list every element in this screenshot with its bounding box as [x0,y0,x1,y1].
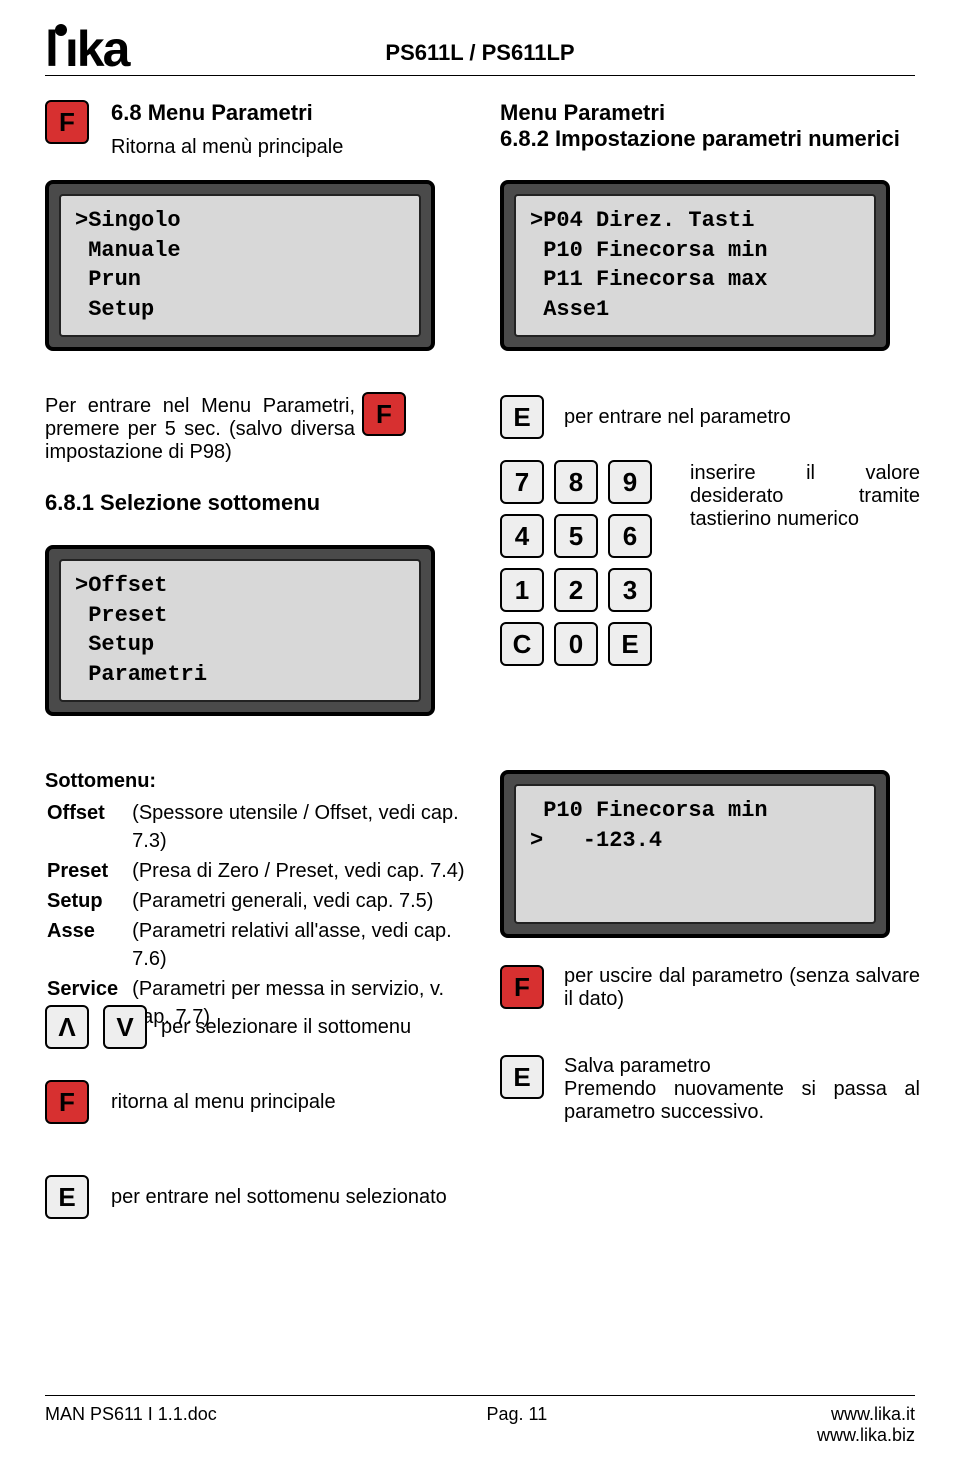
page-title: PS611L / PS611LP [0,40,960,66]
header-rule [45,75,915,76]
down-arrow-button[interactable]: V [103,1005,147,1049]
lcd-text-3: >P04 Direz. Tasti P10 Finecorsa min P11 … [514,194,876,337]
section-heading-682: 6.8.2 Impostazione parametri numerici [500,126,920,152]
menu-parametri-heading: Menu Parametri [500,100,920,126]
footer-left: MAN PS611 I 1.1.doc [45,1404,217,1446]
key-8[interactable]: 8 [554,460,598,504]
lcd-display-3: >P04 Direz. Tasti P10 Finecorsa min P11 … [500,180,890,351]
e-save-text-1: Salva parametro [564,1055,920,1078]
sottomenu-table: Offset(Spessore utensile / Offset, vedi … [45,797,475,1033]
key-9[interactable]: 9 [608,460,652,504]
lcd-display-1: >Singolo Manuale Prun Setup [45,180,435,351]
table-row: Preset(Presa di Zero / Preset, vedi cap.… [47,857,473,885]
key-c[interactable]: C [500,622,544,666]
e-save-text-2: Premendo nuovamente si passa al parametr… [564,1078,920,1124]
lcd-text-4: P10 Finecorsa min > -123.4 [514,784,876,924]
key-0[interactable]: 0 [554,622,598,666]
e-enter-sub-text: per entrare nel sottomenu selezionato [111,1186,447,1209]
table-row: Offset(Spessore utensile / Offset, vedi … [47,799,473,855]
f-button[interactable]: F [500,965,544,1009]
lcd-display-4: P10 Finecorsa min > -123.4 [500,770,890,938]
table-row: Setup(Parametri generali, vedi cap. 7.5) [47,887,473,915]
table-row: Asse(Parametri relativi all'asse, vedi c… [47,917,473,973]
e-button[interactable]: E [500,1055,544,1099]
footer-url-1: www.lika.it [817,1404,915,1425]
page-footer: MAN PS611 I 1.1.doc Pag. 11 www.lika.it … [45,1404,915,1446]
f-exit-text: per uscire dal parametro (senza salvare … [564,965,920,1011]
key-7[interactable]: 7 [500,460,544,504]
lcd-text-1: >Singolo Manuale Prun Setup [59,194,421,337]
e-button[interactable]: E [500,395,544,439]
f-button[interactable]: F [45,100,89,144]
up-arrow-button[interactable]: Λ [45,1005,89,1049]
section-heading-68: 6.8 Menu Parametri [111,100,475,126]
lcd-text-2: >Offset Preset Setup Parametri [59,559,421,702]
key-1[interactable]: 1 [500,568,544,612]
footer-rule [45,1395,915,1396]
key-e[interactable]: E [608,622,652,666]
section-heading-681: 6.8.1 Selezione sottomenu [45,490,475,516]
enter-menu-text: Per entrare nel Menu Parametri, premere … [45,395,355,464]
f-button[interactable]: F [362,392,406,436]
keypad-hint-text: inserire il valore desiderato tramite ta… [690,462,920,531]
f-return-main-text: ritorna al menu principale [111,1091,336,1114]
sottomenu-title: Sottomenu: [45,770,475,793]
key-5[interactable]: 5 [554,514,598,558]
key-6[interactable]: 6 [608,514,652,558]
footer-center: Pag. 11 [487,1404,548,1446]
select-submenu-text: per selezionare il sottomenu [161,1016,411,1039]
f-return-text: Ritorna al menù principale [111,136,475,159]
e-button[interactable]: E [45,1175,89,1219]
footer-url-2: www.lika.biz [817,1425,915,1446]
f-button[interactable]: F [45,1080,89,1124]
key-4[interactable]: 4 [500,514,544,558]
lcd-display-2: >Offset Preset Setup Parametri [45,545,435,716]
e-enter-param-text: per entrare nel parametro [564,406,791,429]
key-2[interactable]: 2 [554,568,598,612]
key-3[interactable]: 3 [608,568,652,612]
